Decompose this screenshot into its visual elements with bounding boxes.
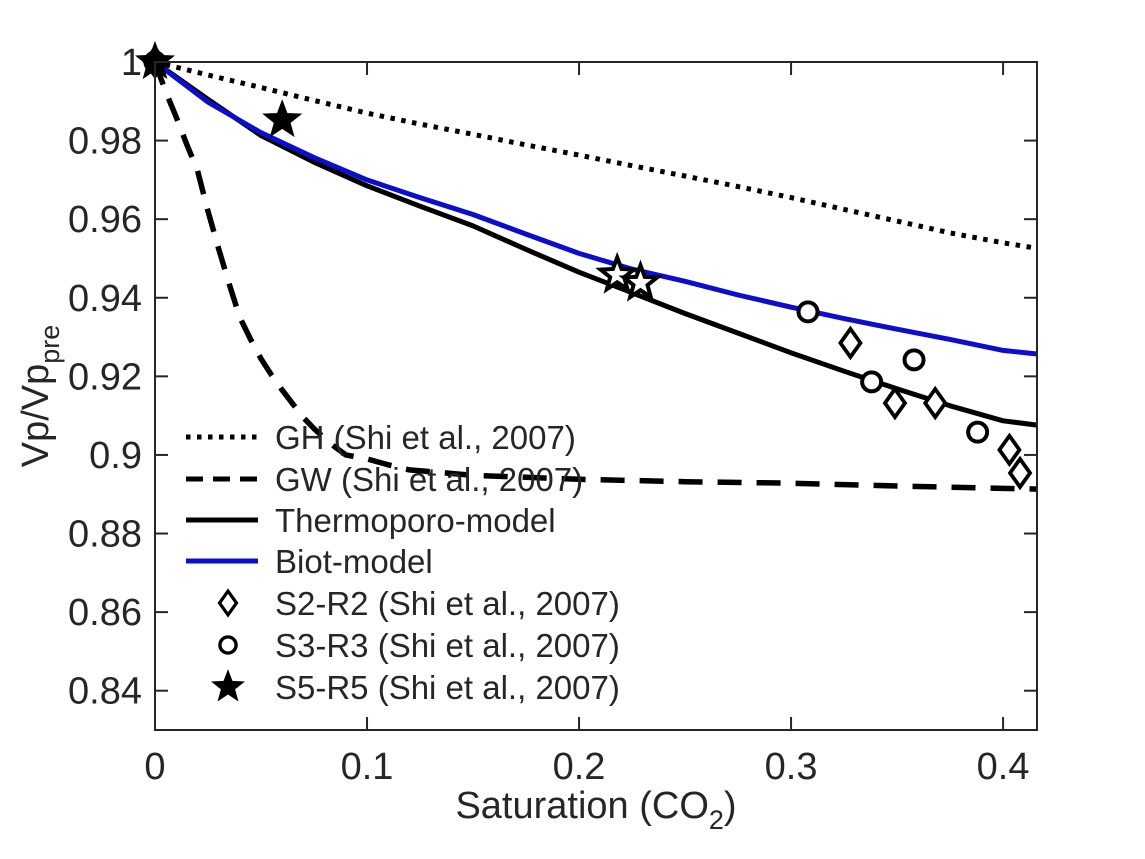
- scatter-s5-r5-shi-et-al-2007-: [135, 40, 663, 302]
- legend-label: S3-R3 (Shi et al., 2007): [275, 627, 620, 664]
- x-axis-label: Saturation (CO2): [455, 785, 736, 835]
- star-marker: [618, 259, 663, 302]
- legend-entry: S2-R2 (Shi et al., 2007): [217, 585, 620, 622]
- legend-entry: GH (Shi et al., 2007): [186, 419, 576, 456]
- markers-layer: [135, 40, 1033, 491]
- y-tick-label: 0.96: [68, 199, 142, 241]
- star-marker: [595, 251, 640, 294]
- circle-marker: [796, 300, 820, 324]
- circle-marker: [966, 420, 990, 444]
- x-tick-label: 0.4: [977, 746, 1030, 788]
- legend-entry: S5-R5 (Shi et al., 2007): [211, 669, 620, 706]
- diamond-marker: [838, 325, 863, 361]
- diamond-marker: [922, 385, 948, 421]
- y-tick-label: 0.88: [68, 514, 142, 556]
- legend-label: Biot-model: [275, 543, 433, 580]
- legend-label: GH (Shi et al., 2007): [275, 419, 576, 456]
- y-tick-label: 0.9: [89, 435, 142, 477]
- curve-gh-shi-et-al-2007-: [154, 61, 1038, 251]
- legend-entry: GW (Shi et al., 2007): [186, 461, 583, 498]
- legend: GH (Shi et al., 2007) GW (Shi et al., 200…: [186, 419, 620, 706]
- y-axis-label: Vp/Vppre: [15, 325, 65, 468]
- curve-biot-model: [154, 61, 1038, 357]
- legend-entry: Thermoporo-model: [186, 502, 556, 539]
- axis-box: [154, 61, 1038, 731]
- y-tick-label: 0.86: [68, 592, 142, 634]
- x-tick-label: 0: [144, 746, 165, 788]
- star-marker: [262, 99, 303, 138]
- scatter-s2-r2-shi-et-al-2007-: [142, 44, 1033, 491]
- x-tick-label: 0.1: [341, 746, 394, 788]
- y-tick-label: 0.94: [68, 278, 142, 320]
- diamond-marker: [997, 432, 1022, 468]
- circle-marker: [902, 348, 926, 372]
- x-tick-label: 0.3: [765, 746, 818, 788]
- star-marker: [211, 669, 245, 702]
- diamond-marker: [882, 385, 908, 421]
- legend-entry: S3-R3 (Shi et al., 2007): [218, 627, 620, 664]
- legend-label: S5-R5 (Shi et al., 2007): [275, 669, 620, 706]
- legend-entry: Biot-model: [186, 543, 433, 580]
- y-tick-label: 1: [121, 42, 142, 84]
- legend-label: Thermoporo-model: [275, 502, 556, 539]
- circle-marker: [218, 635, 238, 655]
- diamond-marker: [217, 588, 239, 618]
- curve-gw-shi-et-al-2007-: [154, 61, 1038, 492]
- curve-thermoporo-model: [154, 61, 1038, 428]
- y-tick-label: 0.98: [68, 121, 142, 163]
- x-tick-label: 0.2: [553, 746, 606, 788]
- axes: 0 0.1 0.2 0.3 0.4 1 0.98 0.96 0.94 0.92 0.9 0.88 0.8…: [68, 42, 1038, 788]
- curves-layer: [154, 61, 1038, 492]
- diamond-marker: [1007, 455, 1033, 491]
- circle-marker: [860, 370, 884, 394]
- legend-label: GW (Shi et al., 2007): [275, 461, 583, 498]
- y-tick-label: 0.84: [68, 671, 142, 713]
- y-tick-label: 0.92: [68, 356, 142, 398]
- legend-label: S2-R2 (Shi et al., 2007): [275, 585, 620, 622]
